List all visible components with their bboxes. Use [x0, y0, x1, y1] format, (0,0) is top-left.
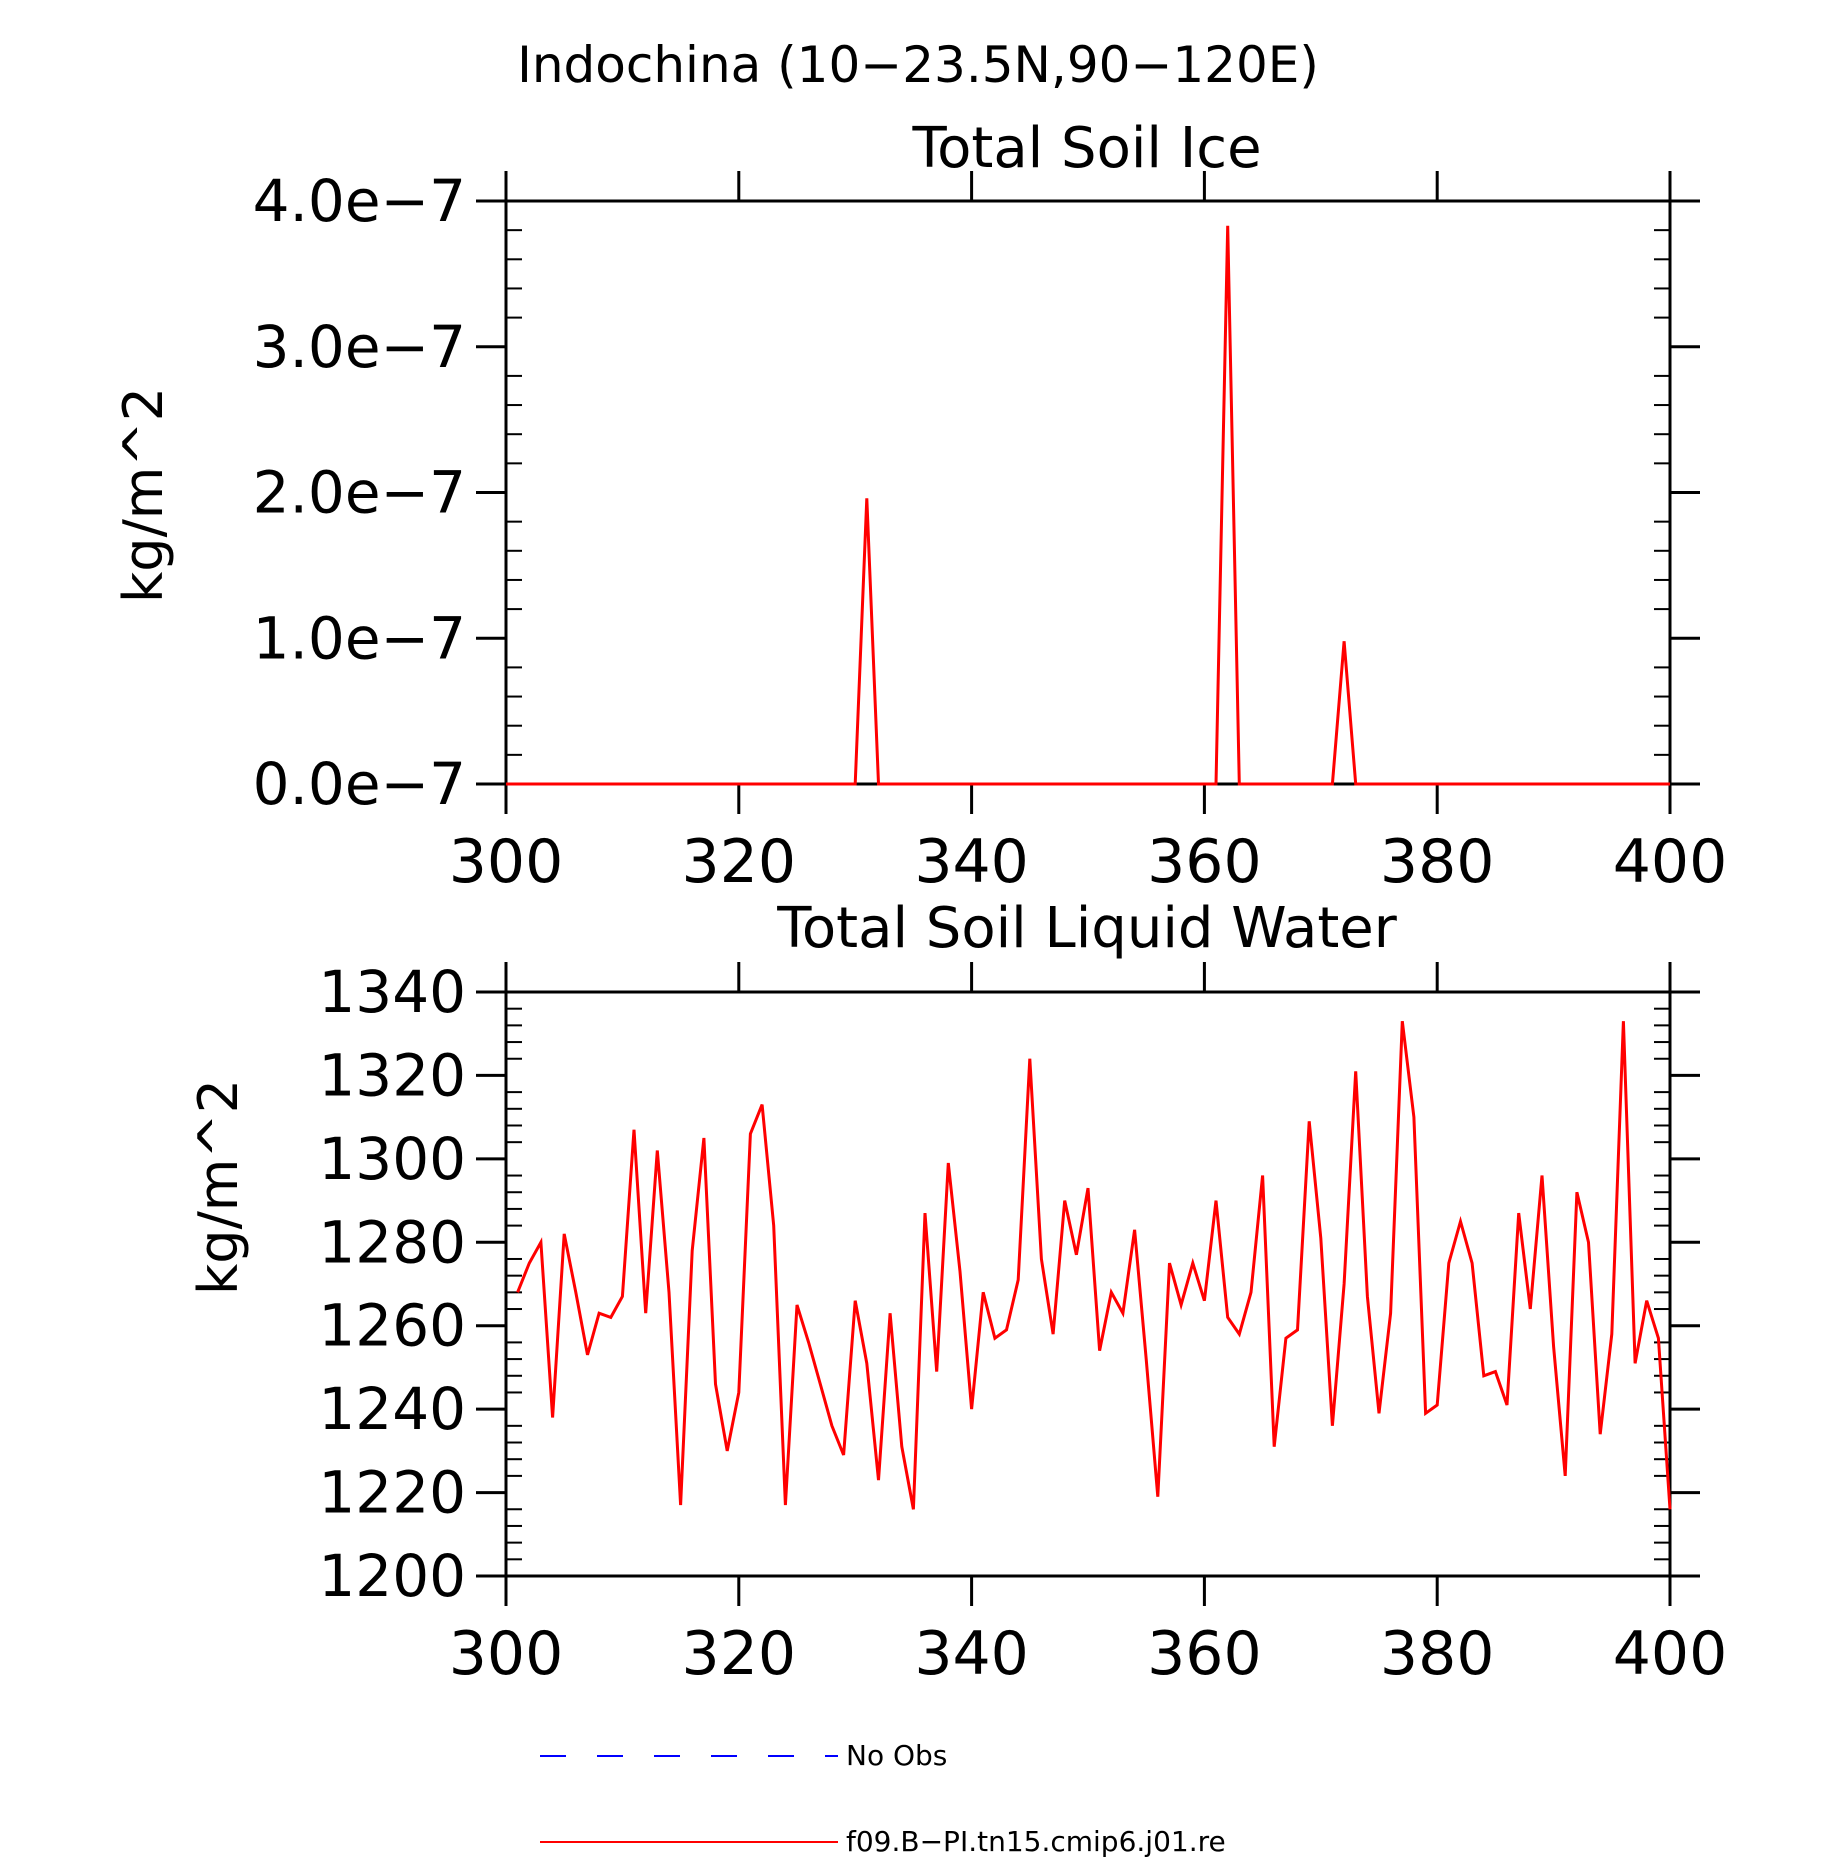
chart-total-soil-liquid-water: Total Soil Liquid Water kg/m^2 300 320 340… [187, 896, 1727, 1689]
series-line [516, 1021, 1672, 1510]
y-tick-label: 1240 [318, 1375, 466, 1443]
x-tick-label: 380 [1380, 1619, 1495, 1689]
y-tick-label: 3.0e−7 [253, 313, 466, 381]
y-tick-label: 1200 [318, 1542, 466, 1610]
chart-title: Total Soil Ice [911, 116, 1261, 181]
series-line [506, 225, 1670, 786]
x-tick-label: 380 [1380, 827, 1495, 897]
plot-frame [504, 990, 1672, 1578]
y-tick-label: 2.0e−7 [253, 459, 466, 527]
x-tick-label: 340 [914, 827, 1029, 897]
x-tick-label: 320 [682, 827, 797, 897]
y-tick-label: 1.0e−7 [253, 604, 466, 672]
legend-obs-label: No Obs [846, 1739, 947, 1772]
x-tick-label: 300 [449, 1619, 564, 1689]
x-tick-label: 300 [449, 827, 564, 897]
x-tick-label: 320 [682, 1619, 797, 1689]
x-tick-label: 400 [1613, 1619, 1728, 1689]
y-tick-label: 1300 [318, 1125, 466, 1193]
legend-model-label: f09.B−PI.tn15.cmip6.j01.re [846, 1825, 1226, 1858]
chart-total-soil-ice: Total Soil Ice kg/m^2 300 320 340 360 380 400… [112, 116, 1727, 897]
x-tick-label: 360 [1147, 1619, 1262, 1689]
figure-title: Indochina (10−23.5N,90−120E) [517, 36, 1319, 94]
plot-frame [504, 199, 1672, 786]
chart-title: Total Soil Liquid Water [776, 896, 1398, 961]
y-tick-label: 1220 [318, 1459, 466, 1527]
y-tick-label: 1260 [318, 1292, 466, 1360]
x-tick-label: 400 [1613, 827, 1728, 897]
x-tick-label: 340 [914, 1619, 1029, 1689]
y-tick-label: 4.0e−7 [253, 167, 466, 235]
y-tick-label: 0.0e−7 [253, 750, 466, 818]
legend: No Obs f09.B−PI.tn15.cmip6.j01.re [540, 1739, 1226, 1858]
x-tick-label: 360 [1147, 827, 1262, 897]
y-tick-label: 1320 [318, 1041, 466, 1109]
y-axis-label: kg/m^2 [112, 387, 175, 603]
y-axis-label: kg/m^2 [187, 1079, 250, 1295]
y-tick-label: 1340 [318, 958, 466, 1026]
y-tick-label: 1280 [318, 1208, 466, 1276]
